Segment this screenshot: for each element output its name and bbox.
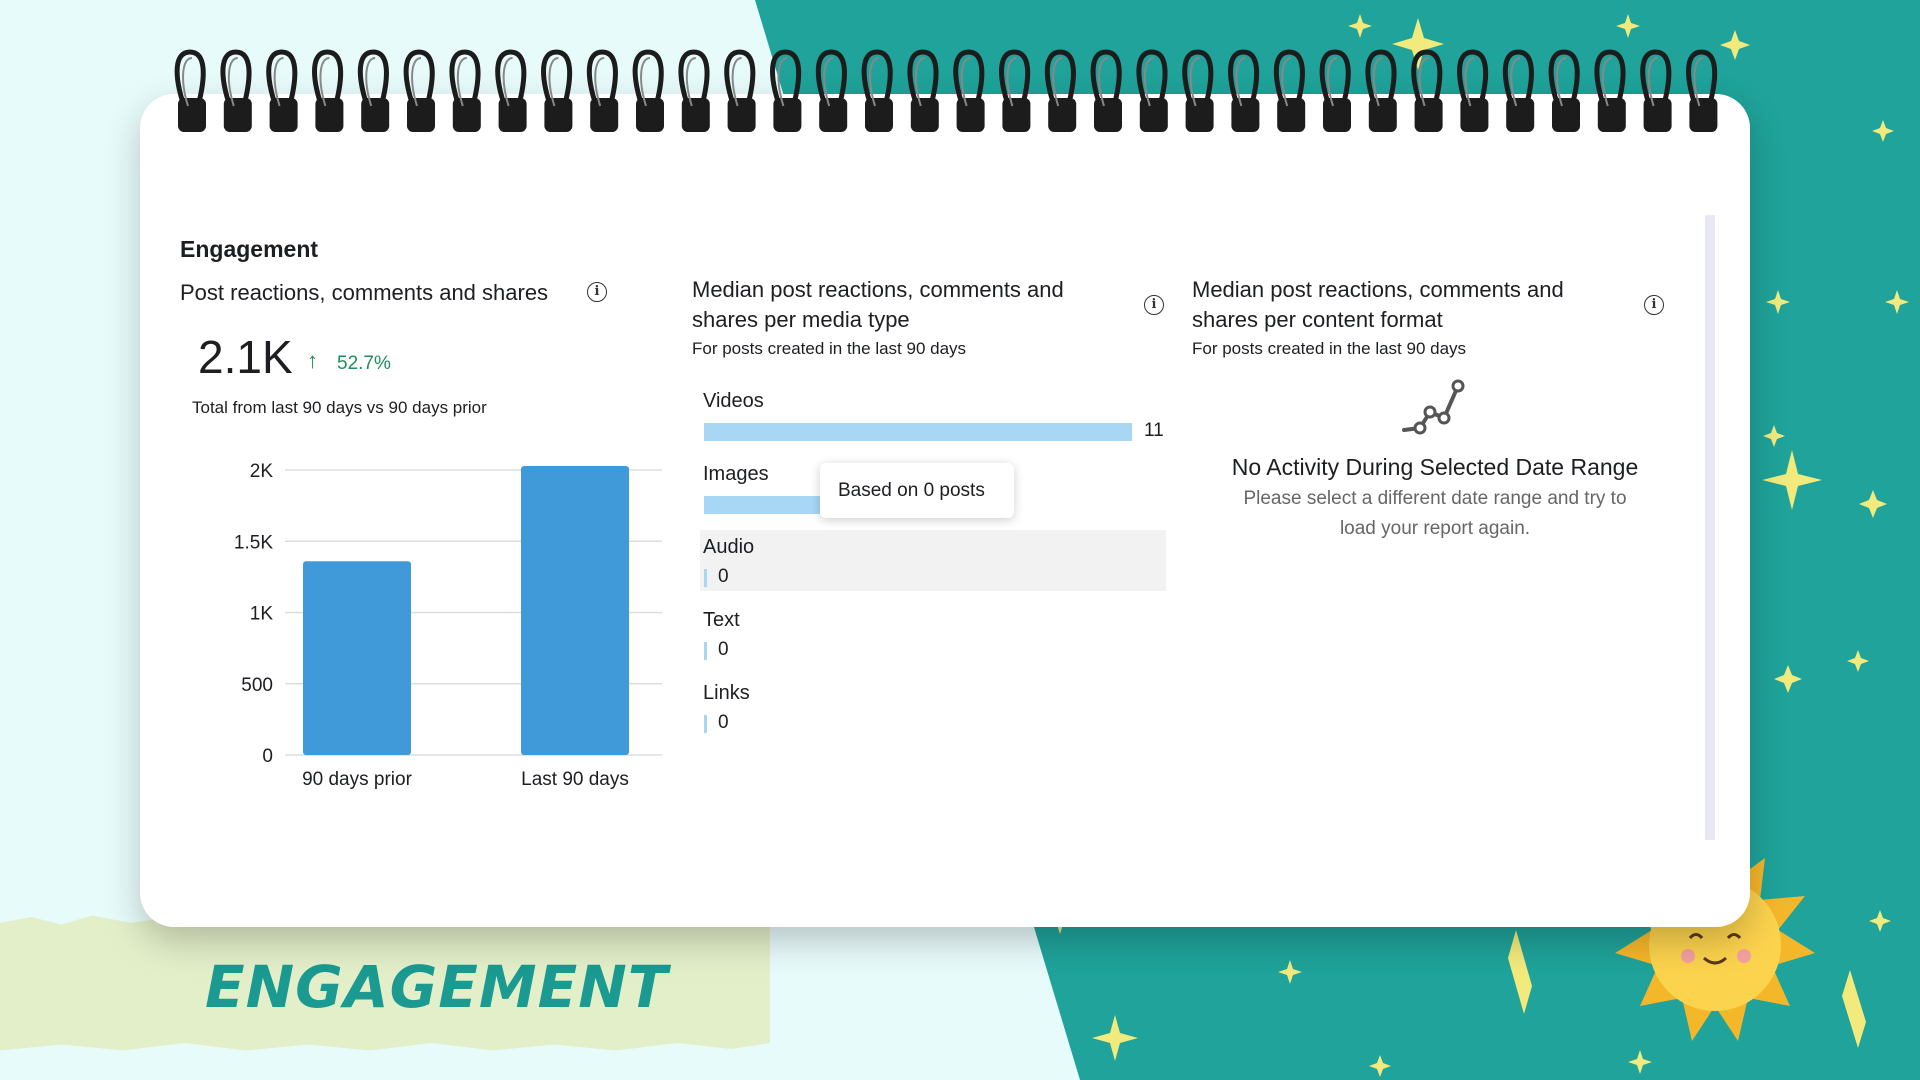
panel2-title-line1: Median post reactions, comments and (692, 277, 1064, 302)
y-tick-label: 1.5K (234, 532, 273, 553)
panel2-title-line2: shares per media type (692, 307, 910, 332)
media-row-bar[interactable] (704, 715, 707, 733)
empty-state-line2: load your report again. (1339, 518, 1531, 539)
panel3-title-line1: Median post reactions, comments and (1192, 277, 1564, 302)
tooltip-text: Based on 0 posts (838, 480, 985, 501)
y-tick-label: 0 (262, 746, 273, 767)
line-chart-icon (1402, 379, 1465, 435)
scrollbar[interactable] (1705, 215, 1715, 840)
bar-chart: 0 500 1K 1.5K 2K 90 days prior Last 90 days (234, 461, 662, 790)
panel3-title-line2: shares per content format (1192, 307, 1443, 332)
media-row-value: 11 (1144, 420, 1164, 441)
up-arrow-icon: ↑ (307, 348, 318, 373)
paper-strip (0, 915, 770, 1051)
spiral-binding (174, 49, 1718, 132)
media-row-bar[interactable] (704, 569, 707, 587)
panel1-subtitle: Total from last 90 days vs 90 days prior (192, 398, 487, 417)
y-tick-label: 1K (250, 604, 274, 625)
y-tick-label: 2K (250, 461, 274, 482)
info-icon[interactable]: i (1144, 295, 1164, 315)
panel2-subtitle: For posts created in the last 90 days (692, 339, 967, 358)
total-value: 2.1K (198, 331, 293, 383)
panel3-subtitle: For posts created in the last 90 days (1192, 339, 1467, 358)
sparkle-stars (1043, 14, 1909, 1077)
empty-state-line1: Please select a different date range and… (1243, 488, 1627, 509)
bar-0[interactable] (303, 561, 411, 755)
media-row-bar[interactable] (704, 423, 1132, 441)
media-row-label: Audio (703, 536, 755, 558)
media-row-label: Images (703, 463, 769, 485)
media-row-value: 0 (718, 639, 729, 660)
media-row-label: Links (703, 682, 750, 704)
y-tick-label: 500 (241, 675, 273, 696)
info-icon[interactable]: i (587, 282, 607, 302)
empty-state-title: No Activity During Selected Date Range (1231, 454, 1639, 480)
x-tick-label: Last 90 days (521, 769, 629, 790)
bar-1[interactable] (521, 466, 629, 755)
banner-title: ENGAGEMENT (205, 953, 669, 1021)
panel1-title: Post reactions, comments and shares (180, 280, 549, 305)
change-percent: 52.7% (337, 353, 391, 374)
tooltip: Based on 0 posts (820, 463, 1014, 518)
section-title: Engagement (180, 236, 319, 262)
media-row-value: 0 (718, 712, 729, 733)
media-row-bar[interactable] (704, 642, 707, 660)
media-row-label: Text (703, 609, 740, 631)
media-row-value: 0 (718, 566, 729, 587)
media-row-bar[interactable] (704, 496, 820, 514)
info-icon[interactable]: i (1644, 295, 1664, 315)
media-row-label: Videos (703, 390, 764, 412)
row-highlight (700, 530, 1166, 591)
x-tick-label: 90 days prior (302, 769, 413, 790)
